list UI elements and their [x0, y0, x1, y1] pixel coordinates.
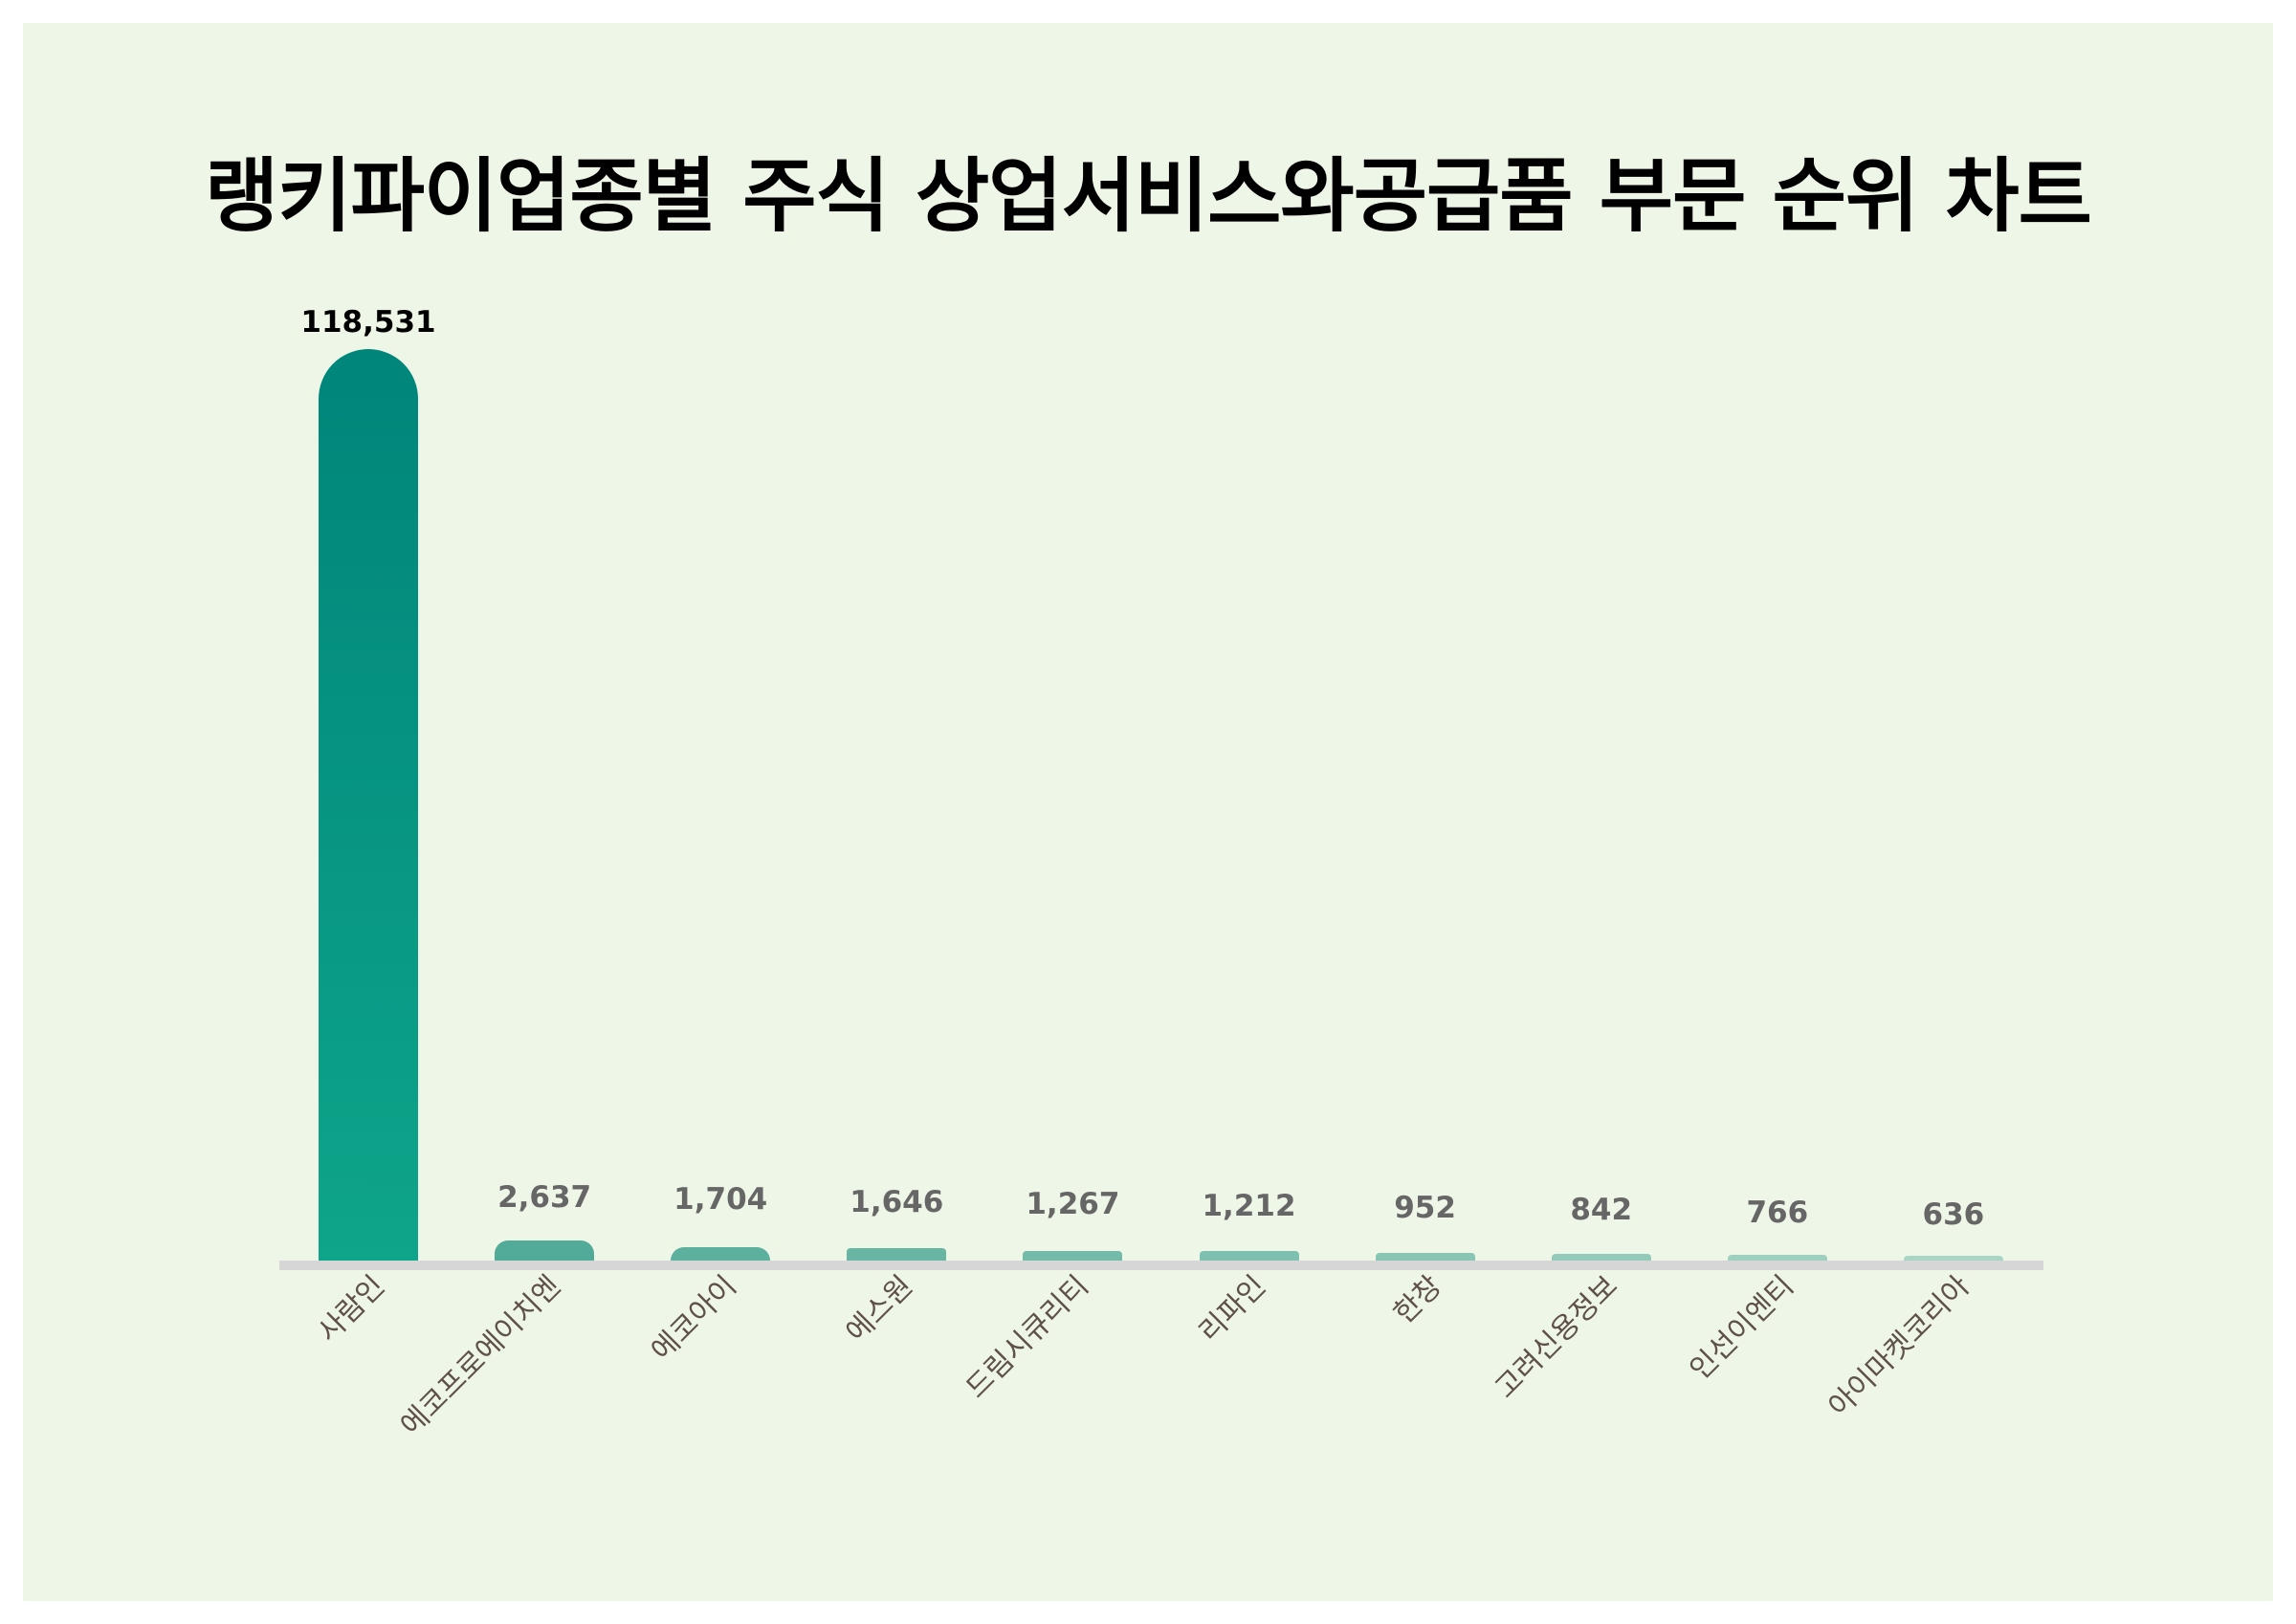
- category-label: 에코아이: [645, 1269, 744, 1369]
- category-label: 아이마켓코리아: [1821, 1269, 1976, 1424]
- category-label: 에코프로에이치엔: [394, 1269, 568, 1443]
- bar: [1551, 1254, 1651, 1261]
- value-label: 952: [1394, 1191, 1456, 1226]
- value-label: 1,704: [673, 1182, 768, 1218]
- value-label: 766: [1746, 1195, 1809, 1230]
- value-label: 1,646: [850, 1184, 944, 1219]
- bar: [319, 349, 418, 1261]
- bar: [1023, 1251, 1123, 1261]
- value-label: 2,637: [497, 1180, 592, 1216]
- bar: [1903, 1256, 2003, 1261]
- value-label: 1,212: [1202, 1189, 1296, 1223]
- category-label: 인선이엔티: [1683, 1269, 1800, 1387]
- value-label: 842: [1570, 1193, 1633, 1228]
- bar: [495, 1240, 595, 1261]
- bar: [847, 1248, 947, 1261]
- bar: [671, 1247, 771, 1261]
- x-axis-baseline: [279, 1261, 2043, 1270]
- category-label: 리파인: [1192, 1269, 1272, 1350]
- bar: [1199, 1251, 1299, 1261]
- category-label: 사람인: [311, 1269, 392, 1350]
- category-label: 고려신용정보: [1488, 1269, 1624, 1406]
- bar: [1375, 1253, 1475, 1261]
- value-label: 636: [1922, 1196, 1985, 1232]
- value-label: 1,267: [1026, 1186, 1120, 1221]
- bar: [1727, 1255, 1827, 1261]
- value-label: 118,531: [300, 305, 436, 340]
- category-label: 에스원: [840, 1269, 920, 1350]
- chart-title: 랭키파이업종별 주식 상업서비스와공급품 부문 순위 차트: [205, 149, 2092, 243]
- category-label: 드림시큐리티: [960, 1269, 1096, 1406]
- category-label: 한창: [1386, 1269, 1448, 1331]
